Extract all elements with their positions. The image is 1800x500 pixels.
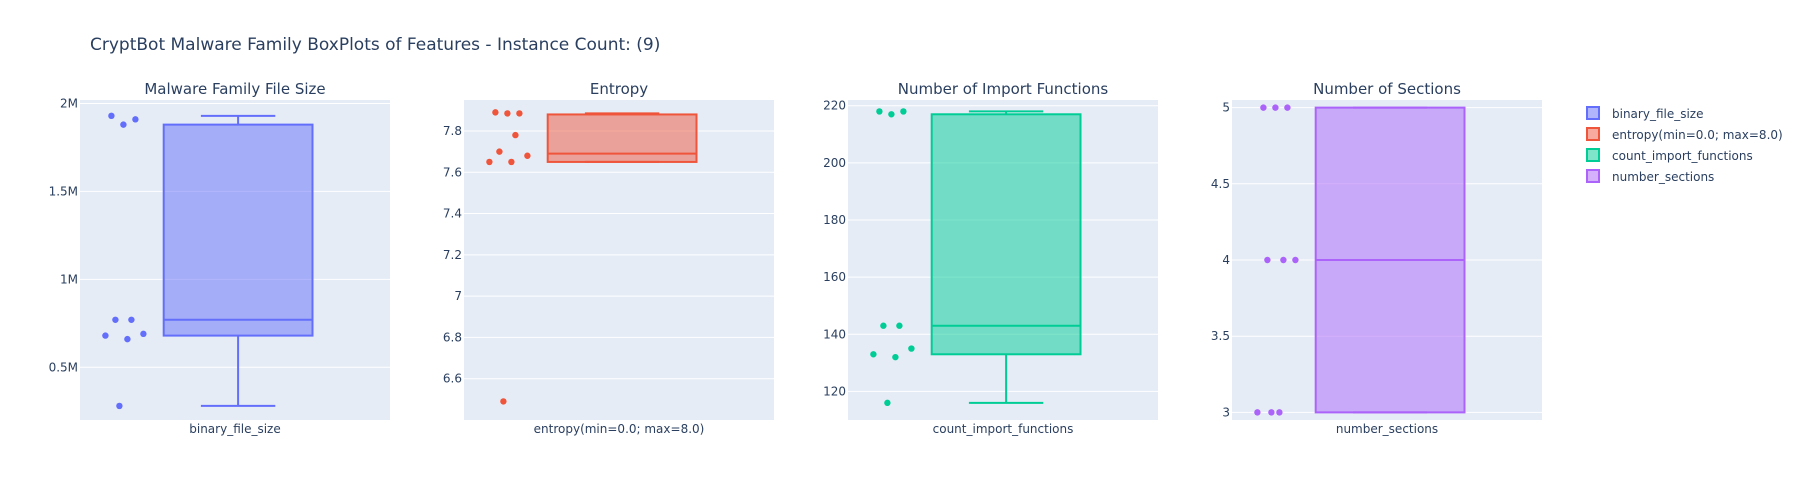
legend-item-2[interactable]: entropy(min=0.0; max=8.0): [1586, 127, 1783, 142]
data-point: [896, 322, 903, 329]
data-point: [1292, 256, 1299, 264]
data-point: [108, 112, 115, 120]
data-point: [1254, 409, 1261, 416]
legend-swatch: [1586, 169, 1600, 183]
y-tick-label: 3.5: [1211, 329, 1230, 343]
x-category-label: count_import_functions: [933, 422, 1074, 436]
data-point: [112, 316, 119, 323]
box-iqr: [546, 113, 698, 163]
y-tick-label: 4.5: [1211, 177, 1230, 191]
subplot-3: 120 140 160 180 200 220 Number of Import Funct…: [823, 80, 1158, 436]
data-point: [1276, 409, 1283, 416]
y-tick-label: 2M: [60, 97, 78, 111]
data-point: [908, 345, 915, 352]
data-point: [140, 330, 147, 338]
data-point: [888, 111, 895, 118]
y-tick-label: 7: [454, 289, 462, 303]
y-tick-label: 6.8: [443, 330, 462, 344]
data-point: [1268, 409, 1275, 416]
data-point: [1272, 104, 1279, 111]
x-category-label: binary_file_size: [189, 422, 281, 436]
legend-label: number_sections: [1612, 170, 1714, 184]
legend-label: count_import_functions: [1612, 149, 1753, 163]
y-tick-label: 1M: [60, 272, 78, 286]
y-tick-label: 180: [823, 213, 846, 227]
y-tick-label: 120: [823, 384, 846, 398]
data-point: [524, 152, 531, 159]
data-point: [132, 116, 139, 123]
subplot-2: 6.6 6.8 7 7.2 7.4 7.6 7.8 Entropy entropy(min=0.…: [443, 80, 774, 436]
y-tick-label: 200: [823, 156, 846, 170]
y-tick-label: 4: [1222, 253, 1230, 267]
data-point: [128, 316, 135, 323]
data-point: [870, 351, 877, 358]
y-tick-label: 160: [823, 270, 846, 284]
y-tick-label: 0.5M: [49, 360, 78, 374]
legend-swatch: [1586, 106, 1600, 120]
data-point: [1264, 256, 1271, 264]
x-category-label: number_sections: [1336, 422, 1438, 436]
y-tick-label: 6.6: [443, 372, 462, 386]
legend-item-1[interactable]: binary_file_size: [1586, 106, 1704, 121]
y-tick-label: 7.4: [443, 207, 462, 221]
data-point: [500, 398, 507, 405]
data-point: [504, 110, 511, 117]
data-point: [508, 158, 515, 166]
box-iqr: [930, 113, 1082, 356]
data-point: [1260, 104, 1267, 111]
data-point: [892, 353, 899, 361]
y-tick-label: 140: [823, 327, 846, 341]
data-point: [876, 108, 883, 115]
subplot-1: 0.5M 1M 1.5M 2M Malware Family File Size bina…: [49, 80, 390, 436]
y-tick-label: 220: [823, 99, 846, 113]
y-tick-label: 7.8: [443, 124, 462, 138]
chart-title: CryptBot Malware Family BoxPlots of Feat…: [90, 35, 660, 55]
y-tick-label: 5: [1222, 101, 1230, 115]
subplot-title: Number of Import Functions: [898, 80, 1109, 98]
legend-swatch: [1586, 127, 1600, 141]
legend-item-4[interactable]: number_sections: [1586, 169, 1714, 184]
data-point: [516, 110, 523, 117]
data-point: [102, 332, 109, 339]
y-tick-label: 1.5M: [49, 184, 78, 198]
y-tick-label: 7.2: [443, 248, 462, 262]
data-point: [512, 131, 519, 139]
data-point: [496, 148, 503, 155]
data-point: [116, 402, 123, 410]
y-tick-label: 3: [1222, 405, 1230, 419]
data-point: [1284, 104, 1291, 111]
box-iqr: [162, 123, 314, 337]
subplot-title: Entropy: [590, 80, 648, 98]
subplots: 0.5M 1M 1.5M 2M Malware Family File Size bina…: [49, 80, 1542, 436]
legend-swatch: [1586, 148, 1600, 162]
data-point: [1280, 256, 1287, 264]
subplot-title: Malware Family File Size: [144, 80, 325, 98]
y-tick-label: 7.6: [443, 165, 462, 179]
legend-label: binary_file_size: [1612, 107, 1704, 121]
data-point: [900, 108, 907, 115]
data-point: [120, 121, 127, 128]
data-point: [880, 322, 887, 329]
data-point: [492, 109, 499, 116]
legend[interactable]: binary_file_size entropy(min=0.0; max=8.0…: [1586, 106, 1783, 184]
subplot-4: 3 3.5 4 4.5 5 Number of Sections number_sectio…: [1211, 80, 1542, 436]
subplot-title: Number of Sections: [1313, 80, 1461, 98]
data-point: [486, 158, 493, 166]
x-category-label: entropy(min=0.0; max=8.0): [534, 422, 705, 436]
data-point: [884, 399, 891, 407]
legend-label: entropy(min=0.0; max=8.0): [1612, 128, 1783, 142]
data-point: [124, 335, 131, 343]
legend-item-3[interactable]: count_import_functions: [1586, 148, 1753, 163]
